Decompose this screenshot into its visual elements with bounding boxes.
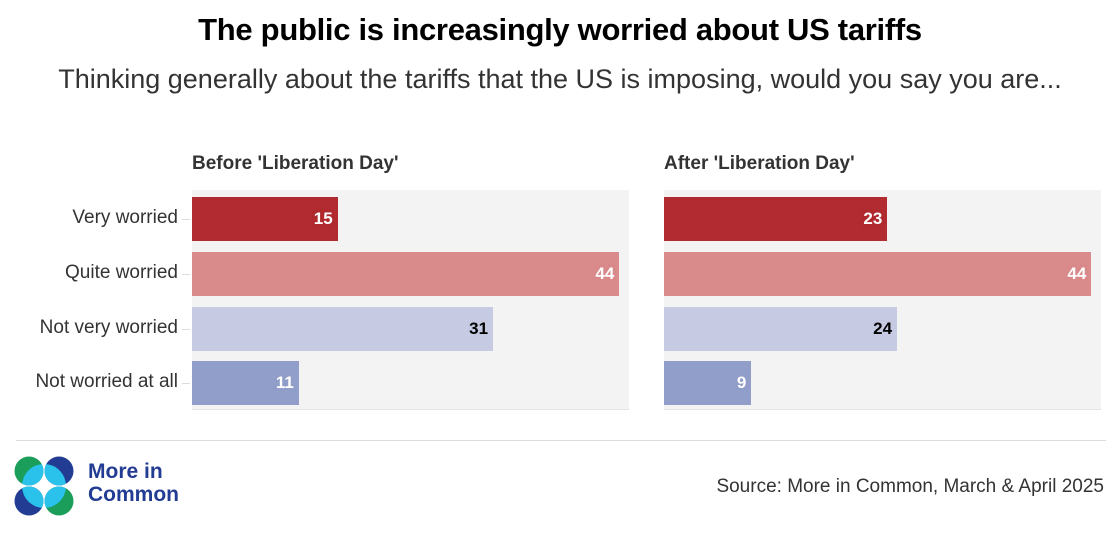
data-label: 44 (595, 264, 615, 283)
data-label: 31 (469, 319, 489, 338)
category-label: Not very worried (39, 317, 178, 338)
bar (664, 252, 1092, 296)
axis-tick (182, 219, 190, 220)
category-label: Very worried (72, 207, 178, 228)
bar (664, 197, 888, 241)
data-label: 24 (873, 319, 893, 338)
chart-title: The public is increasingly worried about… (198, 12, 922, 47)
chart-subtitle: Thinking generally about the tariffs tha… (58, 64, 1062, 94)
panel-title: Before 'Liberation Day' (192, 153, 399, 174)
category-label: Quite worried (65, 262, 178, 283)
bar (192, 197, 338, 241)
bar (192, 307, 494, 351)
axis-tick (182, 329, 190, 330)
data-label: 11 (275, 373, 294, 392)
bar (664, 361, 752, 405)
bar (192, 361, 299, 405)
category-label: Not worried at all (35, 371, 178, 392)
bar (192, 252, 620, 296)
source-note: Source: More in Common, March & April 20… (716, 476, 1104, 497)
data-label: 44 (1067, 264, 1087, 283)
data-label: 23 (863, 209, 883, 228)
brand-name: More in Common (88, 460, 179, 506)
more-in-common-logo-icon (14, 456, 74, 516)
footer-divider (16, 440, 1106, 441)
data-label: 15 (313, 209, 333, 228)
axis-tick (182, 274, 190, 275)
brand-line-1: More in (88, 460, 163, 483)
bar (664, 307, 898, 351)
panel-title: After 'Liberation Day' (664, 153, 855, 174)
data-label: 9 (736, 373, 747, 392)
brand-line-2: Common (88, 483, 179, 506)
axis-tick (182, 383, 190, 384)
